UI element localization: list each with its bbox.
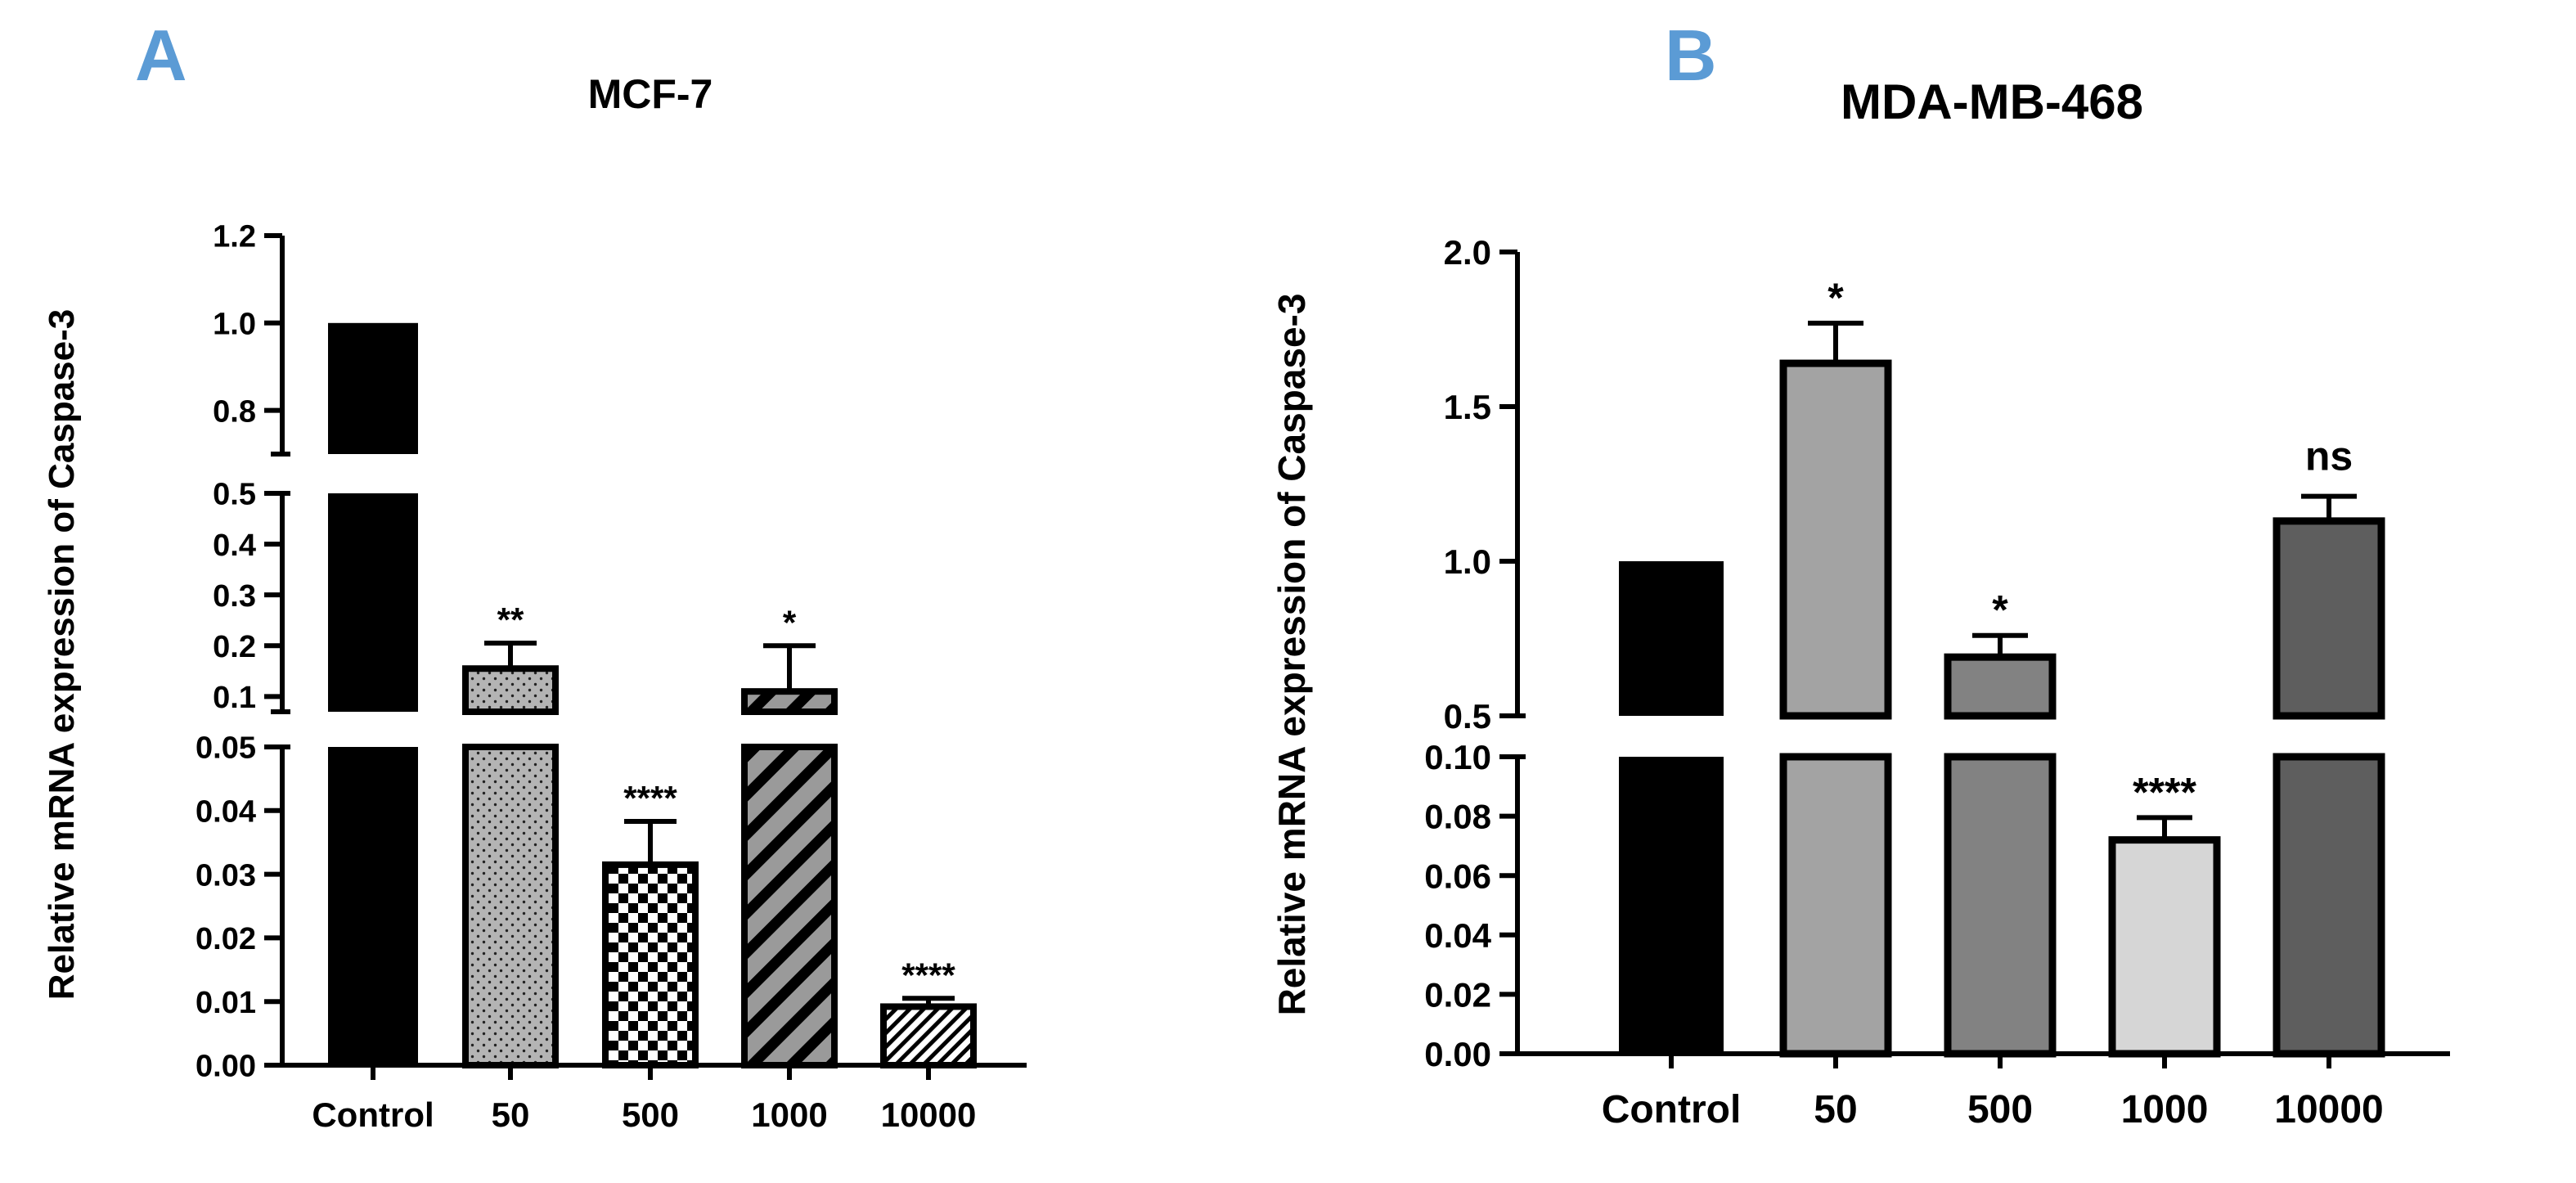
y-tick-label: 1.5	[1444, 388, 1491, 426]
y-tick-label: 0.04	[1424, 916, 1491, 955]
bar-segment	[2273, 753, 2385, 1058]
y-tick-label: 0.2	[213, 630, 256, 664]
y-tick-label: 1.0	[213, 307, 256, 341]
panel-a-bars: ***********	[328, 322, 977, 1069]
bar-segment	[462, 744, 559, 1068]
panel-a-ylabel: Relative mRNA expression of Caspase-3	[42, 309, 82, 1000]
panel-a-letter: A	[135, 15, 187, 96]
bar-segment	[602, 861, 699, 1069]
y-tick-label: 1.2	[213, 220, 256, 254]
bar-segment	[1779, 753, 1892, 1058]
bar-50: **	[462, 600, 559, 1068]
panel-a-y-axis: 0.00 0.01 0.02 0.03 0.04 0.05 0.1 0.2 0.3 0.4 0.5 0…	[196, 220, 1027, 1084]
y-tick-label: 0.01	[196, 986, 256, 1020]
y-tick-label: 0.04	[196, 794, 256, 829]
y-tick-label: 0.03	[196, 858, 256, 893]
panel-b-bars: ******ns	[1619, 275, 2385, 1058]
bar-10000: ****	[880, 956, 977, 1068]
y-tick-label: 0.00	[196, 1050, 256, 1084]
y-tick-label: 0.3	[213, 579, 256, 614]
bar-segment	[328, 493, 418, 712]
x-category-label: 1000	[2121, 1088, 2209, 1131]
bar-Control	[328, 322, 418, 1065]
bar-segment	[880, 1003, 977, 1068]
panel-b-ylabel: Relative mRNA expression of Caspase-3	[1270, 294, 1313, 1016]
y-tick-label: 0.1	[213, 681, 256, 715]
y-tick-label: 0.8	[213, 394, 256, 429]
significance-label: **	[497, 600, 524, 639]
x-category-label: 10000	[881, 1095, 977, 1134]
bar-segment	[741, 688, 838, 715]
bar-500: ****	[602, 779, 699, 1069]
bar-segment	[462, 665, 559, 716]
bar-segment	[2108, 836, 2221, 1058]
bar-segment	[2273, 517, 2385, 720]
x-category-label: Control	[312, 1095, 434, 1134]
bar-segment	[1944, 653, 2057, 720]
x-category-label: 50	[1814, 1088, 1857, 1131]
significance-label: ****	[623, 779, 677, 817]
y-tick-label: 0.10	[1424, 738, 1491, 776]
significance-label: *	[1827, 275, 1844, 321]
bar-500: *	[1944, 587, 2057, 1058]
y-tick-label: 0.08	[1424, 798, 1491, 836]
panel-b-x-axis: Control 50 500 1000 10000	[1602, 1054, 2384, 1131]
y-tick-label: 0.5	[213, 478, 256, 512]
y-tick-label: 0.02	[1424, 976, 1491, 1014]
y-tick-label: 0.02	[196, 922, 256, 956]
y-tick-label: 0.4	[213, 529, 256, 563]
bar-segment	[1619, 561, 1724, 716]
panel-a: A MCF-7 Relative mRNA expression of Casp…	[42, 15, 1027, 1134]
x-category-label: 1000	[751, 1095, 827, 1134]
x-category-label: 50	[492, 1095, 530, 1134]
significance-label: *	[1992, 587, 2008, 633]
panel-b-title: MDA-MB-468	[1841, 74, 2143, 129]
significance-label: ****	[2133, 769, 2196, 815]
bar-50: *	[1779, 275, 1892, 1058]
panel-a-x-axis: Control 50 500 1000 10000	[312, 1065, 976, 1134]
significance-label: ****	[901, 956, 955, 994]
x-category-label: Control	[1602, 1088, 1742, 1131]
bar-segment	[1944, 753, 2057, 1058]
y-tick-label: 2.0	[1444, 233, 1491, 272]
x-category-label: 500	[1967, 1088, 2033, 1131]
bar-segment	[1619, 757, 1724, 1054]
y-tick-label: 0.06	[1424, 857, 1491, 895]
bar-segment	[328, 747, 418, 1065]
x-category-label: 10000	[2274, 1088, 2383, 1131]
bar-1000: ****	[2108, 769, 2221, 1058]
panel-b-letter: B	[1665, 15, 1717, 96]
y-tick-label: 0.00	[1424, 1035, 1491, 1073]
bar-segment	[1779, 359, 1892, 720]
x-category-label: 500	[622, 1095, 679, 1134]
bar-10000: ns	[2273, 434, 2385, 1058]
bar-segment	[328, 322, 418, 454]
panel-b: B MDA-MB-468 Relative mRNA expression of…	[1270, 15, 2450, 1131]
y-tick-label: 0.5	[1444, 697, 1491, 735]
y-tick-label: 1.0	[1444, 542, 1491, 581]
bar-Control	[1619, 561, 1724, 1054]
bar-1000: *	[741, 603, 838, 1068]
bar-segment	[741, 744, 838, 1068]
significance-label: *	[783, 603, 797, 641]
significance-label: ns	[2305, 434, 2353, 479]
y-tick-label: 0.05	[196, 731, 256, 766]
panel-a-title: MCF-7	[588, 71, 713, 117]
